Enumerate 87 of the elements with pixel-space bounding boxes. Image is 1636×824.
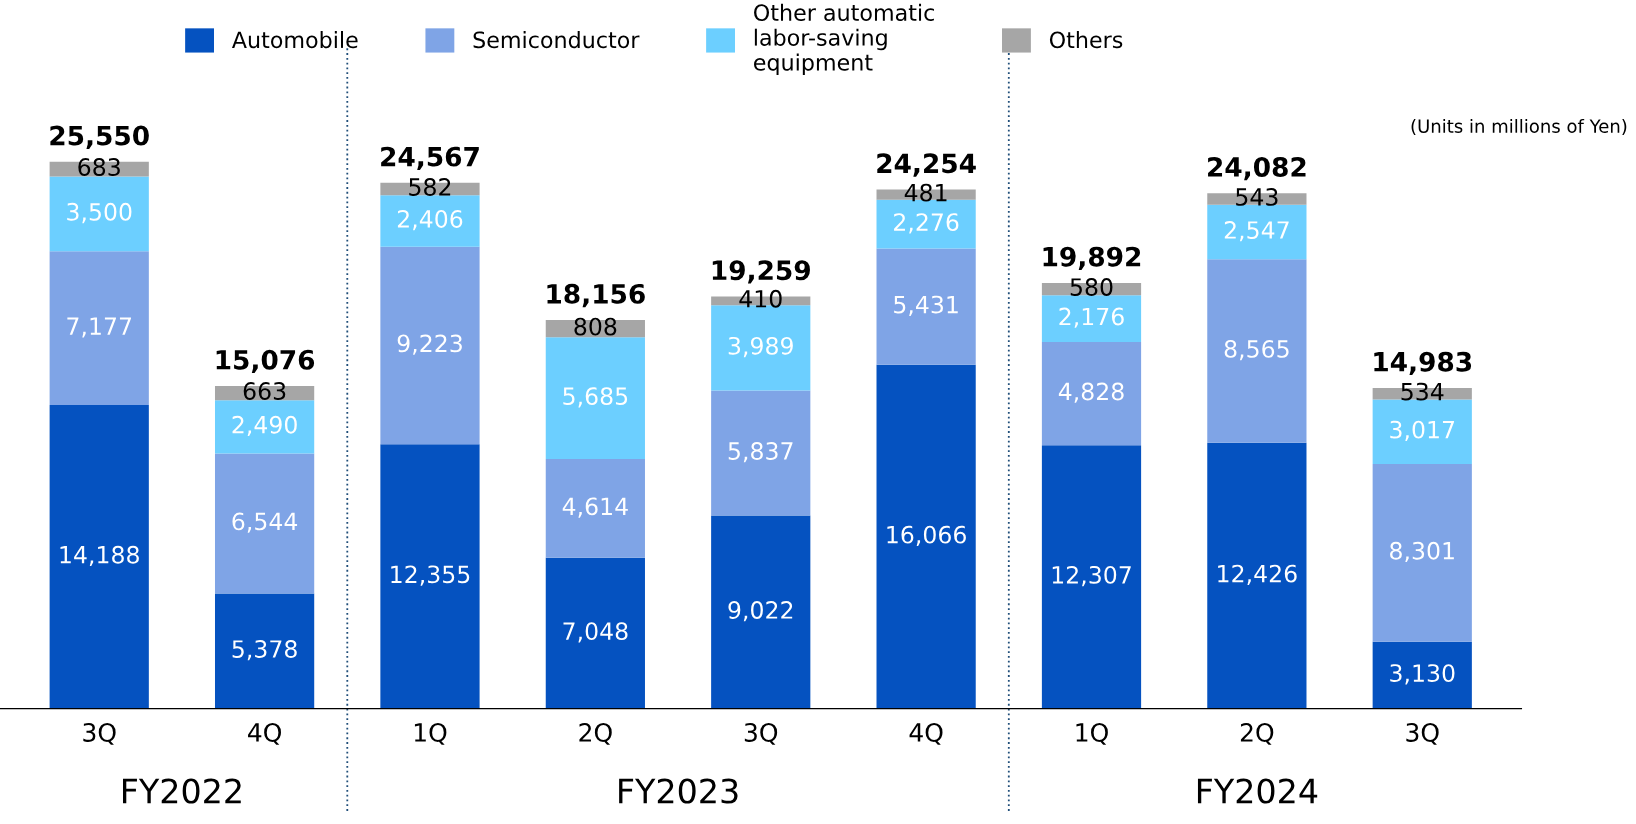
- total-label: 19,259: [712, 260, 810, 284]
- data-label: 2,406: [397, 210, 463, 231]
- bar: [49, 404, 149, 709]
- data-label: 4,614: [562, 497, 628, 518]
- data-label: 534: [1401, 382, 1444, 401]
- total-label: 15,076: [216, 349, 315, 374]
- bar: [711, 515, 811, 709]
- data-label: 8,565: [1224, 340, 1289, 361]
- total-label: 24,254: [877, 153, 976, 177]
- total-label: 24,082: [1208, 157, 1306, 181]
- bar: [545, 337, 645, 460]
- data-label: 5,837: [728, 442, 793, 463]
- bar: [1207, 442, 1307, 709]
- bar: [876, 248, 976, 365]
- x-tick-label: 1Q: [414, 722, 447, 745]
- data-label: 808: [574, 317, 617, 336]
- text: (Units in millions of Yen): [1411, 118, 1627, 136]
- data-label: 3,989: [728, 336, 793, 358]
- data-label: 543: [1236, 188, 1278, 206]
- legend-label: Others: [1049, 31, 1123, 49]
- bar: [1372, 399, 1472, 464]
- data-label: 580: [1070, 278, 1113, 296]
- data-label: 663: [243, 382, 286, 400]
- data-label: 683: [78, 158, 120, 176]
- bar: [545, 557, 645, 709]
- data-label: 12,426: [1218, 564, 1297, 585]
- data-label: 8,301: [1390, 541, 1454, 563]
- data-label: 2,490: [232, 415, 297, 437]
- bar: [49, 176, 149, 252]
- bar: [545, 459, 645, 558]
- x-tick-label: 4Q: [909, 722, 943, 745]
- data-label: 481: [904, 183, 947, 202]
- total-label: 24,567: [381, 146, 479, 170]
- bar: [1372, 463, 1472, 642]
- legend-label: Semiconductor: [473, 31, 640, 49]
- bar: [711, 390, 811, 516]
- data-label: 12,355: [391, 565, 470, 586]
- text: FY2022: [123, 778, 241, 804]
- bar: [380, 246, 480, 445]
- data-label: 9,022: [728, 601, 793, 622]
- legend-label: Automobile: [231, 31, 358, 49]
- data-label: 4,828: [1058, 382, 1124, 403]
- total-label: 25,550: [50, 125, 149, 149]
- data-label: 3,500: [67, 202, 132, 224]
- text: FY2023: [619, 778, 738, 804]
- data-label: 5,431: [894, 295, 958, 316]
- data-label: 2,276: [894, 213, 959, 234]
- data-label: 582: [409, 178, 451, 196]
- data-label: 9,223: [397, 334, 462, 355]
- data-label: 16,066: [887, 525, 966, 546]
- data-label: 5,378: [232, 640, 297, 661]
- x-tick-label: 3Q: [744, 722, 778, 745]
- total-label: 18,156: [547, 283, 645, 308]
- bar: [1041, 445, 1142, 709]
- data-label: 7,177: [67, 317, 132, 338]
- bar: [1207, 204, 1307, 260]
- bar: [49, 251, 149, 405]
- bar: [1041, 295, 1142, 342]
- x-tick-label: 3Q: [1406, 722, 1439, 745]
- bar: [214, 453, 315, 594]
- data-label: 7,048: [563, 622, 628, 643]
- data-label: 3,130: [1390, 664, 1455, 685]
- x-tick-label: 4Q: [248, 722, 281, 745]
- bar: [1207, 259, 1307, 443]
- bar: [214, 400, 315, 454]
- bar: [1041, 341, 1142, 446]
- data-label: 2,176: [1059, 307, 1124, 328]
- x-tick-label: 2Q: [579, 722, 612, 745]
- bar: [380, 444, 480, 709]
- data-label: 2,547: [1224, 221, 1289, 242]
- total-label: 19,892: [1043, 246, 1141, 271]
- data-label: 6,544: [232, 512, 298, 533]
- x-tick-label: 1Q: [1076, 722, 1108, 745]
- bar: [1372, 641, 1472, 709]
- total-label: 14,983: [1374, 351, 1472, 376]
- data-label: 12,307: [1052, 565, 1131, 587]
- data-label: 14,188: [60, 545, 139, 567]
- bar: [214, 593, 315, 709]
- legend-label: Other automatic labor-saving equipment: [754, 3, 934, 76]
- x-tick-label: 3Q: [83, 722, 116, 745]
- bar: [876, 364, 976, 709]
- data-label: 410: [739, 289, 782, 308]
- text: FY2024: [1197, 778, 1318, 804]
- data-label: 3,017: [1390, 420, 1455, 441]
- x-tick-label: 2Q: [1240, 722, 1274, 745]
- bar: [380, 195, 480, 247]
- data-label: 5,685: [563, 387, 628, 408]
